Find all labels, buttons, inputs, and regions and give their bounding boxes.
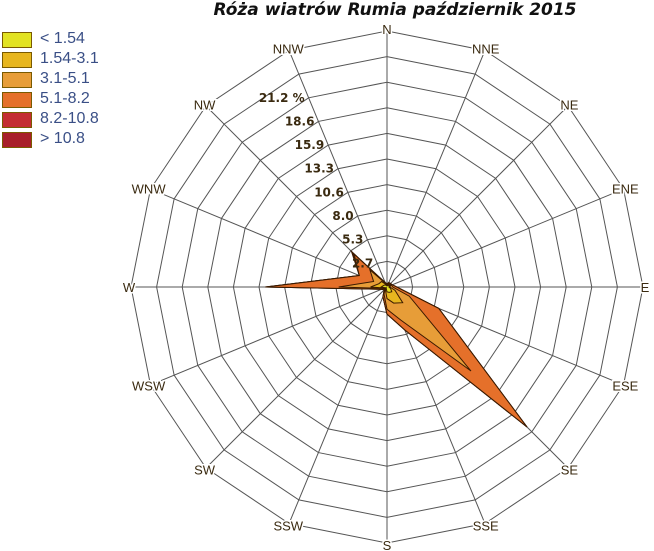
legend-item: 1.54-3.1 xyxy=(0,50,120,70)
series-1-54-3-1 xyxy=(370,280,404,304)
legend-item: 3.1-5.1 xyxy=(0,70,120,90)
grid-spoke xyxy=(386,50,486,288)
series-3-1-5-1 xyxy=(338,268,472,372)
grid-spoke xyxy=(386,188,624,288)
direction-label: SW xyxy=(194,462,216,477)
grid-spoke xyxy=(150,286,388,386)
legend-swatch xyxy=(2,32,32,48)
legend-item: > 10.8 xyxy=(0,130,120,150)
direction-label: SE xyxy=(561,462,579,477)
legend-swatch xyxy=(2,132,32,148)
legend-label: > 10.8 xyxy=(40,130,85,147)
radial-tick-label: 5.3 xyxy=(342,233,363,247)
legend-label: 5.1-8.2 xyxy=(40,90,90,107)
legend-label: 8.2-10.8 xyxy=(40,110,99,127)
direction-label: WSW xyxy=(132,379,166,394)
radial-tick-label: 15.9 xyxy=(295,138,325,152)
grid-spoke xyxy=(205,286,388,469)
direction-label: ESE xyxy=(612,379,638,394)
grid-spoke xyxy=(288,286,388,524)
radial-ticks: 2.7 5.3 8.0 10.6 13.3 15.9 18.6 21.2 % xyxy=(259,91,373,271)
legend-swatch xyxy=(2,52,32,68)
direction-label: W xyxy=(123,280,136,295)
legend-label: 3.1-5.1 xyxy=(40,70,90,87)
direction-label: NE xyxy=(560,98,578,113)
direction-label: ENE xyxy=(612,181,639,196)
direction-label: SSW xyxy=(273,518,303,533)
legend-swatch xyxy=(2,72,32,88)
legend-item: 8.2-10.8 xyxy=(0,110,120,130)
direction-label: N xyxy=(382,22,391,37)
legend-swatch xyxy=(2,112,32,128)
grid-spoke xyxy=(288,50,388,288)
radial-tick-label: 8.0 xyxy=(332,209,353,223)
direction-label: SSE xyxy=(473,518,499,533)
series--1-54 xyxy=(379,284,393,293)
radial-tick-label: 2.7 xyxy=(352,256,373,270)
direction-label: WNW xyxy=(132,181,167,196)
direction-label: NNE xyxy=(472,42,500,57)
legend-label: < 1.54 xyxy=(40,30,85,47)
direction-label: NNW xyxy=(273,42,305,57)
legend-item: < 1.54 xyxy=(0,30,120,50)
direction-label: E xyxy=(641,280,650,295)
direction-label: NW xyxy=(194,98,216,113)
chart-title: Róża wiatrów Rumia październik 2015 xyxy=(213,0,577,20)
legend-item: 5.1-8.2 xyxy=(0,90,120,110)
radial-tick-label: 10.6 xyxy=(314,185,344,199)
legend: < 1.54 1.54-3.1 3.1-5.1 5.1-8.2 8.2-10.8 > 10… xyxy=(0,30,120,150)
direction-labels: N NNE NE ENE E ESE SE SSE S SSW SW WSW W WNW NW NNW xyxy=(121,21,651,551)
radial-tick-label: 18.6 xyxy=(285,114,315,128)
grid-spoke xyxy=(386,105,569,288)
grid-spoke xyxy=(150,188,388,288)
legend-swatch xyxy=(2,92,32,108)
radial-tick-label: 21.2 % xyxy=(259,91,305,105)
radial-tick-label: 13.3 xyxy=(304,162,334,176)
legend-label: 1.54-3.1 xyxy=(40,50,99,67)
direction-label: S xyxy=(383,538,392,551)
